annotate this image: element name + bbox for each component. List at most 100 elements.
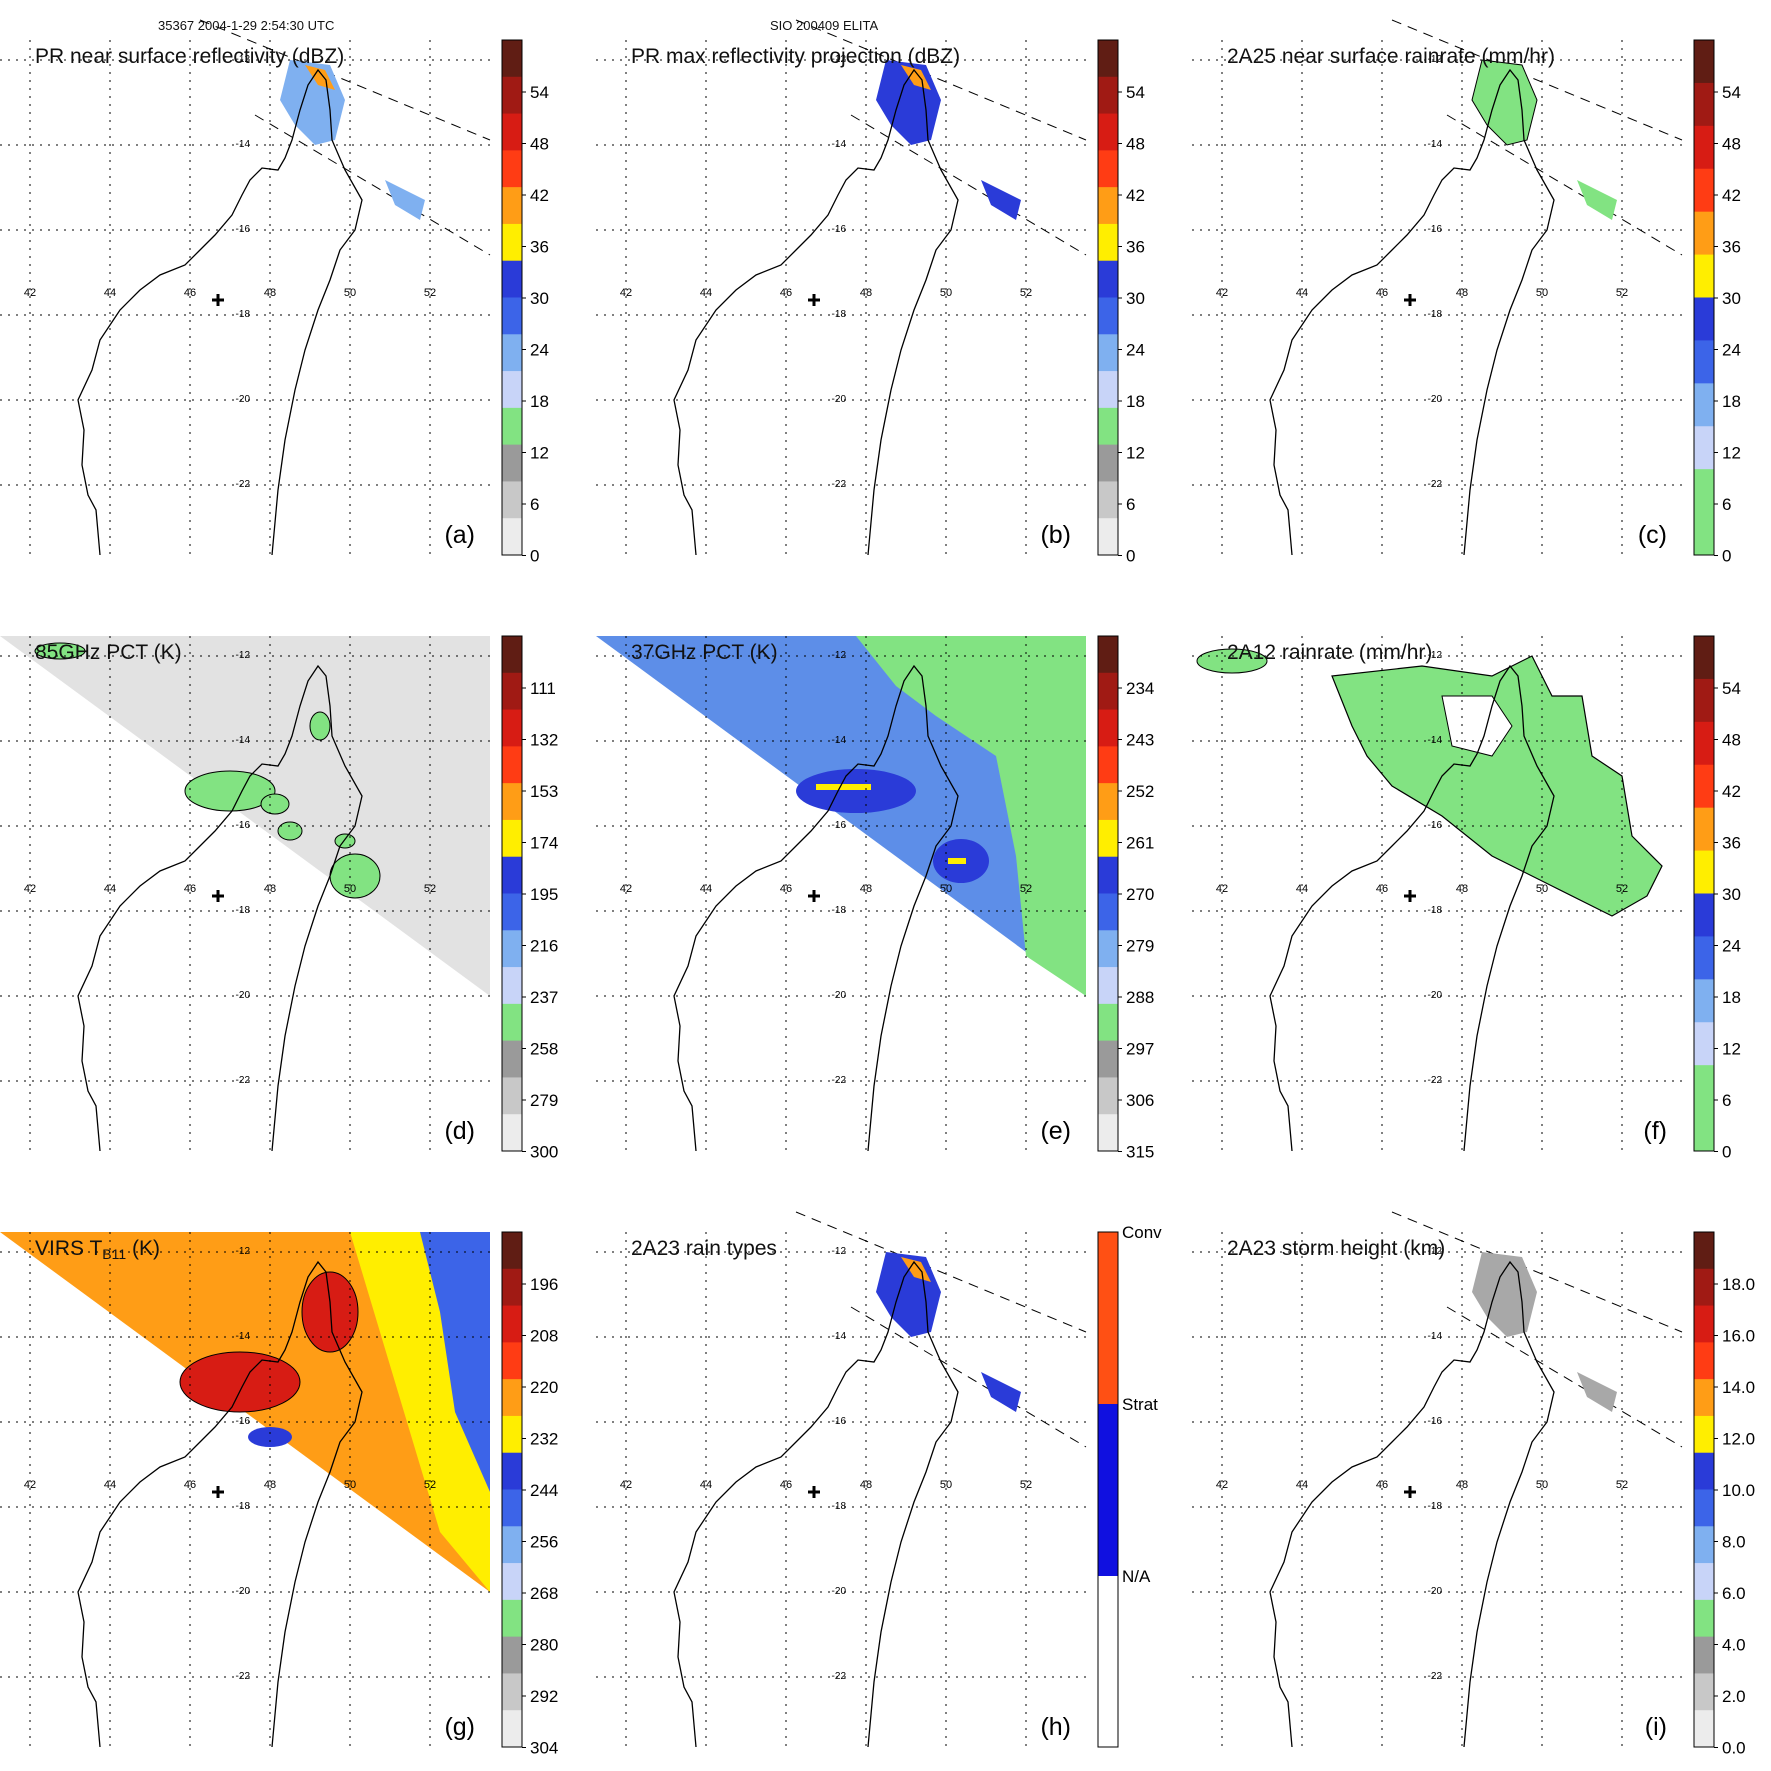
lon-label: 52	[1616, 287, 1628, 299]
lon-label: 42	[620, 1479, 632, 1491]
pr-echo	[1577, 1372, 1617, 1412]
lon-label: 48	[1456, 287, 1468, 299]
lon-label: 52	[1020, 883, 1032, 895]
colorbar-tick: 18	[1722, 392, 1741, 411]
pr-strong-echo	[901, 65, 931, 90]
colorbar-tick: 18	[1126, 392, 1145, 411]
lon-label: 44	[700, 287, 712, 299]
graticule	[0, 40, 490, 555]
panel-label: (g)	[444, 1713, 475, 1741]
warm-region	[856, 636, 1086, 996]
lon-label: 52	[1020, 1479, 1032, 1491]
lat-label: -20	[1428, 1586, 1443, 1597]
lon-label: 46	[184, 1479, 196, 1491]
colorbar-tick: 237	[530, 988, 558, 1007]
colorbar-tick: 8.0	[1722, 1533, 1746, 1552]
swath-edge	[850, 114, 1087, 256]
colorbar-tick: 111	[530, 679, 556, 698]
lat-label: -14	[1428, 139, 1443, 150]
panel-label: (a)	[444, 521, 475, 549]
colorbar-tick: 279	[530, 1091, 558, 1110]
map-area: 42 44 46 48 50 52 -12 -14 -16 -18 -20 -22	[596, 636, 1086, 1152]
warm-spot	[248, 1427, 292, 1447]
lon-label: 42	[1216, 883, 1228, 895]
colorbar-tick: 48	[530, 135, 549, 154]
colorbar-tick: 4.0	[1722, 1636, 1746, 1655]
lon-label: 48	[860, 1479, 872, 1491]
lon-label: 52	[424, 1479, 436, 1491]
lon-label: 46	[1376, 883, 1388, 895]
colorbar-tick: 36	[1126, 238, 1145, 257]
pr-echo	[981, 1372, 1021, 1412]
panel-c: 42 44 46 48 50 52 -12 -14 -16 -18 -20 -22 2A25 near …	[1192, 19, 1741, 566]
colorbar-tick: 153	[530, 782, 558, 801]
pr-echo	[385, 180, 425, 220]
colorbar: 111 132 153 174 195 216 237 258 279 300	[501, 635, 558, 1162]
lat-label: -18	[1428, 309, 1443, 320]
colorbar-tick: 196	[530, 1275, 558, 1294]
colorbar-tick: 12	[1126, 444, 1145, 463]
swath-edge	[1446, 114, 1683, 256]
panel-title: PR max reflectivity projection (dBZ)	[631, 45, 960, 68]
lon-label: 46	[184, 883, 196, 895]
lat-label: -18	[832, 905, 847, 916]
lat-label: -22	[1428, 1671, 1443, 1682]
colorbar-tick: 54	[530, 83, 549, 102]
colorbar: 196 208 220 232 244 256 268 280 292 304	[501, 1231, 558, 1758]
colorbar-tick: 14.0	[1722, 1378, 1755, 1397]
graticule	[596, 636, 1086, 1151]
header-storm-info: SIO 200409 ELITA	[770, 18, 879, 33]
lat-label: -22	[236, 1075, 251, 1086]
panel-h: 42 44 46 48 50 52 -12 -14 -16 -18 -20 -22 2A23 rain …	[596, 1211, 1162, 1748]
coastline	[1269, 664, 1555, 1152]
panel-title: VIRS TB11 (K)	[35, 1237, 160, 1262]
colorbar-tick: 270	[1126, 885, 1154, 904]
panel-i: 42 44 46 48 50 52 -12 -14 -16 -18 -20 -22 2A23 storm…	[1192, 1211, 1755, 1758]
colorbar-tick: 297	[1126, 1040, 1154, 1059]
colorbar-tick: 234	[1126, 679, 1154, 698]
colorbar-tick: 10.0	[1722, 1481, 1755, 1500]
pct-cell	[184, 770, 276, 812]
colorbar: 18.0 16.0 14.0 12.0 10.0 8.0 6.0 4.0 2.0 0.0	[1693, 1231, 1755, 1758]
coastline	[77, 664, 363, 1152]
panel-label: (h)	[1040, 1713, 1071, 1741]
lat-label: -14	[236, 1331, 251, 1342]
lat-label: -16	[236, 1416, 251, 1427]
panel-title: 2A25 near surface rainrate (mm/hr)	[1227, 45, 1555, 68]
colorbar-tick: 252	[1126, 782, 1154, 801]
cold-cloud-top	[179, 1351, 301, 1413]
colorbar-tick: 195	[530, 885, 558, 904]
colorbar-tick: 12	[1722, 1040, 1741, 1059]
panel-label: (e)	[1040, 1117, 1071, 1145]
lon-label: 48	[860, 287, 872, 299]
swath-edge	[795, 19, 1087, 141]
clear-region	[420, 1232, 490, 1492]
colorbar-tick: 256	[530, 1533, 558, 1552]
colorbar-tick: 24	[1722, 937, 1741, 956]
pr-echo	[981, 180, 1021, 220]
lat-label: -14	[832, 139, 847, 150]
colorbar-tick: 30	[1722, 885, 1741, 904]
colorbar-tick: 54	[1722, 83, 1741, 102]
colorbar-tick: 6	[530, 495, 539, 514]
colorbar-tick: 6	[1722, 495, 1731, 514]
storm-center-icon	[212, 1486, 224, 1498]
lon-label: 44	[700, 883, 712, 895]
panel-title: 2A12 rainrate (mm/hr)	[1227, 641, 1432, 664]
rain-area	[1196, 648, 1268, 674]
panel-a: 42 44 46 48 50 52 -12 -14 -16 -18 -20 -22 PR near su…	[0, 19, 549, 566]
lon-label: 44	[1296, 883, 1308, 895]
colorbar-tick: 258	[530, 1040, 558, 1059]
swath-edge	[850, 1306, 1087, 1448]
cold-cloud-top	[301, 1271, 359, 1353]
lat-label: -22	[832, 1075, 847, 1086]
lon-label: 44	[104, 1479, 116, 1491]
lon-label: 50	[940, 883, 952, 895]
graticule	[596, 40, 1086, 555]
pct85-swath	[0, 636, 490, 996]
lat-label: -16	[1428, 1416, 1443, 1427]
map-area: 42 44 46 48 50 52 -12 -14 -16 -18 -20 -22	[1192, 19, 1683, 556]
map-area: 42 44 46 48 50 52 -12 -14 -16 -18 -20 -22	[1192, 636, 1682, 1152]
lat-label: -18	[1428, 1501, 1443, 1512]
lat-label: -12	[832, 1246, 847, 1257]
